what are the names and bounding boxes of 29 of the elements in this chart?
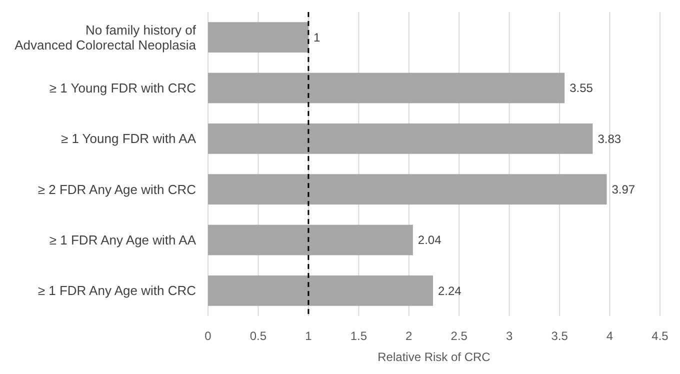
bar: [208, 22, 308, 53]
data-label: 1: [313, 30, 320, 45]
bar: [208, 72, 565, 104]
data-label: 3.55: [570, 81, 594, 96]
x-tick-label: 4.5: [652, 329, 669, 343]
x-tick-label: 3.5: [551, 329, 568, 343]
x-tick-label: 1: [305, 329, 312, 343]
y-tick-label: ≥ 1 FDR Any Age with CRC: [38, 283, 196, 298]
x-axis-title: Relative Risk of CRC: [378, 350, 491, 364]
bar: [208, 174, 607, 205]
y-tick-label: ≥ 1 FDR Any Age with AA: [49, 232, 196, 248]
y-tick-label: ≥ 1 Young FDR with CRC: [49, 80, 196, 96]
bar: [208, 123, 593, 154]
x-tick-label: 2.5: [450, 329, 468, 343]
x-tick-label: 4: [606, 329, 614, 343]
bar: [208, 224, 413, 256]
x-tick-label: 1.5: [350, 329, 368, 343]
x-tick-label: 2: [406, 329, 413, 343]
x-tick-label: 3: [506, 329, 513, 343]
x-tick-label: 0.5: [250, 329, 267, 343]
data-label: 3.83: [598, 132, 622, 146]
data-label: 2.24: [438, 284, 462, 298]
x-tick-label: 0: [204, 329, 212, 343]
bar: [208, 275, 433, 306]
y-tick-label: No family history of Advanced Colorectal Neoplasia: [14, 22, 197, 52]
data-label: 2.04: [418, 233, 442, 248]
y-tick-label: ≥ 2 FDR Any Age with CRC: [38, 182, 196, 197]
data-label: 3.97: [612, 182, 636, 197]
y-tick-label: ≥ 1 Young FDR with AA: [60, 131, 196, 146]
